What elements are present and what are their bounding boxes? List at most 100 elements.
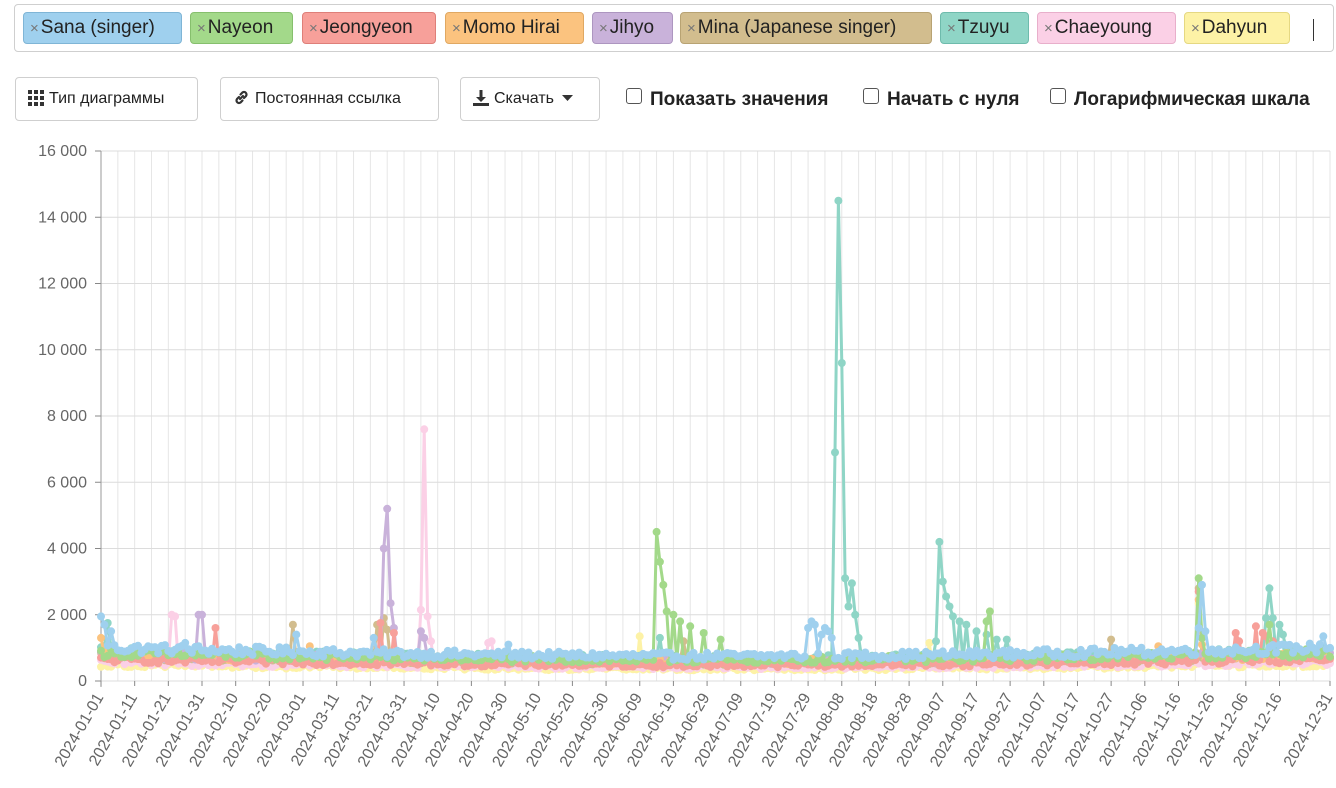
data-point bbox=[272, 650, 281, 659]
remove-tag-icon[interactable]: × bbox=[599, 20, 608, 37]
article-tag-input[interactable]: × Sana (singer) × Nayeon × Jeongyeon × Momo Hir… bbox=[14, 4, 1334, 52]
data-point bbox=[198, 610, 206, 619]
data-point bbox=[319, 652, 328, 661]
data-point bbox=[1198, 633, 1206, 642]
data-point bbox=[103, 651, 112, 660]
data-point bbox=[1289, 648, 1297, 657]
data-point bbox=[669, 610, 678, 619]
data-point bbox=[948, 612, 957, 621]
tag-label: Momo Hirai bbox=[462, 17, 560, 38]
y-tick-label: 6 000 bbox=[47, 474, 87, 491]
remove-tag-icon[interactable]: × bbox=[1044, 20, 1053, 37]
log-scale-checkbox[interactable]: Логарифмическая шкала bbox=[1050, 88, 1310, 111]
show-values-box[interactable] bbox=[626, 88, 642, 104]
download-button[interactable]: Скачать bbox=[460, 77, 600, 121]
data-point bbox=[1107, 635, 1116, 644]
data-point bbox=[676, 617, 685, 626]
data-point bbox=[231, 650, 240, 658]
data-point bbox=[911, 647, 920, 656]
remove-tag-icon[interactable]: × bbox=[452, 20, 461, 37]
data-point bbox=[487, 637, 496, 646]
y-tick-label: 0 bbox=[78, 673, 87, 690]
download-icon bbox=[473, 90, 489, 106]
remove-tag-icon[interactable]: × bbox=[687, 20, 696, 37]
data-point bbox=[161, 641, 169, 650]
data-point bbox=[541, 654, 550, 663]
data-point bbox=[292, 630, 301, 639]
y-tick-label: 12 000 bbox=[38, 276, 87, 293]
permalink-label: Постоянная ссылка bbox=[255, 90, 401, 107]
data-point bbox=[1204, 654, 1213, 663]
tag-item: × Dahyun bbox=[1184, 12, 1290, 44]
data-point bbox=[982, 617, 991, 626]
start-zero-checkbox[interactable]: Начать с нуля bbox=[863, 88, 1019, 111]
data-point bbox=[1265, 620, 1274, 629]
data-point bbox=[837, 359, 846, 367]
data-point bbox=[427, 647, 435, 656]
tag-item: × Nayeon bbox=[190, 12, 293, 44]
data-point bbox=[1272, 648, 1281, 657]
data-point bbox=[1137, 643, 1146, 652]
series-line bbox=[99, 530, 1332, 665]
log-scale-box[interactable] bbox=[1050, 88, 1066, 104]
remove-tag-icon[interactable]: × bbox=[947, 20, 956, 37]
remove-tag-icon[interactable]: × bbox=[197, 20, 206, 37]
tag-item: × Jeongyeon bbox=[302, 12, 436, 44]
data-point bbox=[666, 648, 674, 657]
tag-label: Sana (singer) bbox=[40, 17, 155, 38]
download-label: Скачать bbox=[494, 90, 554, 107]
data-point bbox=[97, 612, 105, 621]
data-point bbox=[383, 504, 392, 513]
data-point bbox=[662, 607, 671, 616]
remove-tag-icon[interactable]: × bbox=[1191, 20, 1200, 37]
data-point bbox=[517, 647, 526, 656]
series-group bbox=[97, 196, 1334, 666]
data-point bbox=[288, 651, 297, 660]
tag-label: Nayeon bbox=[207, 17, 274, 38]
data-point bbox=[935, 537, 944, 546]
chart-type-label: Тип диаграммы bbox=[49, 90, 165, 107]
data-point bbox=[386, 599, 395, 608]
data-point bbox=[376, 619, 385, 627]
data-point bbox=[1113, 651, 1122, 660]
data-point bbox=[1251, 622, 1260, 631]
data-point bbox=[150, 643, 159, 652]
data-point bbox=[100, 620, 109, 629]
data-point bbox=[1107, 650, 1116, 659]
tag-item: × Tzuyu bbox=[940, 12, 1029, 44]
text-caret bbox=[1313, 19, 1314, 41]
data-point bbox=[851, 610, 860, 619]
data-point bbox=[521, 654, 530, 663]
data-point bbox=[420, 425, 429, 434]
tag-item: × Jihyo bbox=[592, 12, 673, 44]
remove-tag-icon[interactable]: × bbox=[309, 20, 318, 37]
data-point bbox=[1194, 574, 1203, 583]
data-point bbox=[1231, 629, 1240, 637]
data-point bbox=[373, 661, 382, 670]
grid-icon bbox=[28, 90, 44, 106]
data-point bbox=[278, 649, 287, 658]
data-point bbox=[1319, 632, 1328, 641]
data-point bbox=[652, 527, 661, 536]
data-point bbox=[932, 637, 940, 646]
y-tick-label: 4 000 bbox=[47, 541, 87, 558]
data-point bbox=[154, 649, 163, 658]
data-point bbox=[369, 633, 378, 642]
remove-tag-icon[interactable]: × bbox=[30, 20, 39, 37]
start-zero-box[interactable] bbox=[863, 88, 879, 104]
caret-down-icon bbox=[562, 95, 574, 101]
chart-type-button[interactable]: Тип диаграммы bbox=[15, 77, 198, 121]
data-point bbox=[1006, 646, 1015, 655]
data-point bbox=[379, 645, 388, 654]
data-point bbox=[659, 580, 668, 589]
data-point bbox=[753, 658, 762, 667]
data-point bbox=[416, 627, 425, 636]
data-point bbox=[655, 557, 664, 566]
data-point bbox=[817, 630, 826, 639]
data-point bbox=[955, 617, 964, 626]
series-line bbox=[100, 199, 1331, 664]
show-values-checkbox[interactable]: Показать значения bbox=[626, 88, 828, 111]
data-point bbox=[918, 654, 927, 663]
data-point bbox=[655, 633, 664, 642]
permalink-button[interactable]: Постоянная ссылка bbox=[220, 77, 439, 121]
